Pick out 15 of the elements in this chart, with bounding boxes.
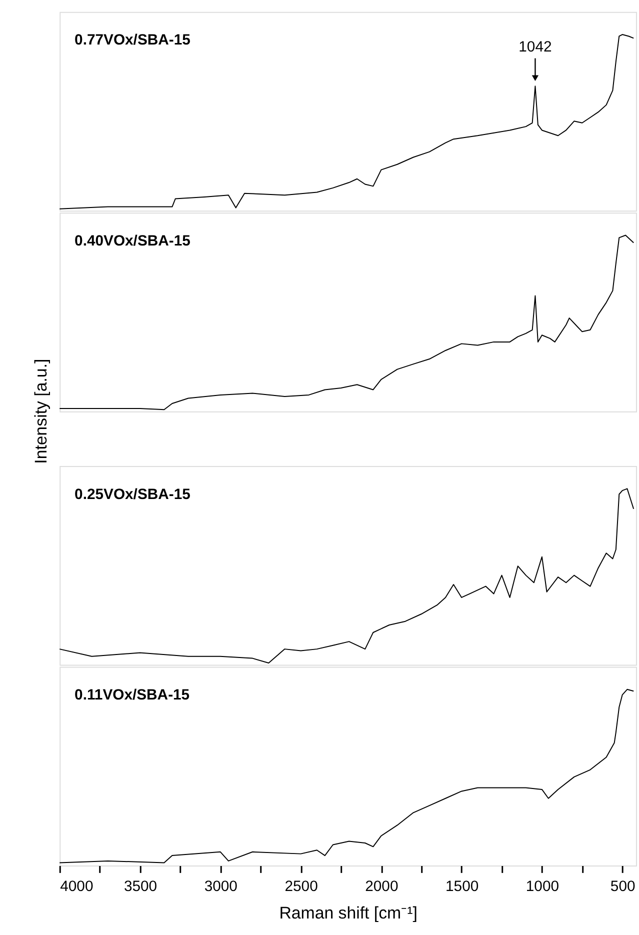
y-axis-title: Intensity [a.u.] [32, 358, 51, 464]
x-tick-label: 1500 [446, 878, 479, 895]
x-tick-label: 1000 [526, 878, 560, 895]
x-tick-label: 3000 [204, 878, 238, 895]
x-tick-label: 4000 [60, 878, 94, 895]
text: 0.77VOx/SBA-15 [74, 32, 190, 49]
x-axis-title: Raman shift [cm⁻¹] [279, 904, 418, 923]
text: 0.11VOx/SBA-15 [74, 688, 190, 704]
x-tick-label: 500 [610, 878, 636, 895]
x-tick-label: 2500 [284, 878, 318, 895]
text: 0.25VOx/SBA-15 [74, 486, 190, 503]
annotation: 1042 [518, 39, 552, 56]
text: 0.40VOx/SBA-15 [74, 233, 190, 250]
x-tick-label: 3500 [124, 878, 158, 895]
x-tick-label: 2000 [365, 878, 398, 895]
